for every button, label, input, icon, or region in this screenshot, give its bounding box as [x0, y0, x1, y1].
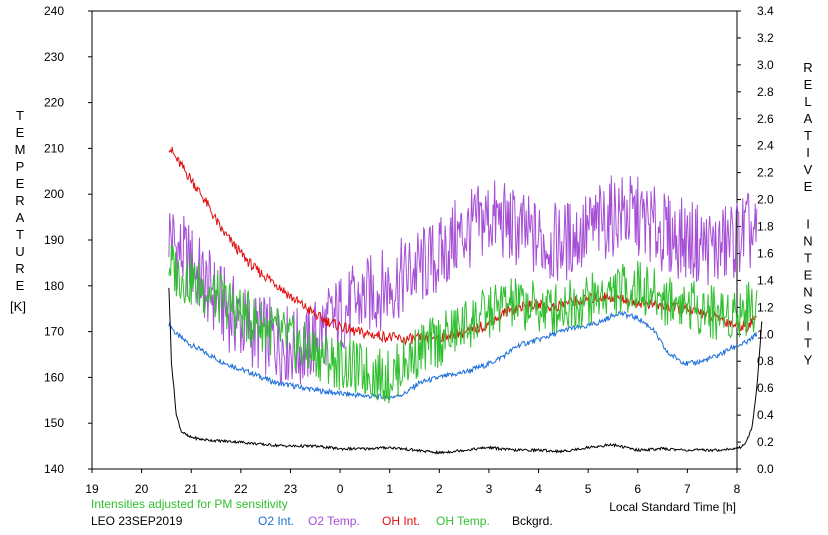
left-tick-label: 150 [44, 416, 64, 430]
left-tick-label: 170 [44, 325, 64, 339]
axis-label-letter: E [804, 267, 813, 282]
axis-label-letter: R [803, 60, 812, 75]
axis-label-letter: A [804, 111, 813, 126]
right-tick-label: 1.8 [757, 220, 774, 234]
right-tick-label: 0.2 [757, 435, 774, 449]
left-tick-label: 200 [44, 187, 64, 201]
axis-label-letter: N [803, 284, 812, 299]
legend-entry: O2 Int. [258, 514, 294, 528]
x-axis-ticks: 19 20 21 22 23 0 1 2 3 4 5 6 7 8 [85, 469, 741, 496]
axis-label-letter: A [16, 210, 25, 225]
right-tick-label: 0.8 [757, 354, 774, 368]
left-tick-label: 140 [44, 462, 64, 476]
right-tick-label: 1.2 [757, 300, 774, 314]
right-tick-label: 2.4 [757, 139, 774, 153]
x-tick-label: 22 [234, 482, 248, 496]
series-line-o2-int [168, 310, 758, 402]
x-axis-label: Local Standard Time [h] [609, 500, 736, 514]
right-tick-label: 3.4 [757, 4, 774, 18]
right-tick-label: 2.2 [757, 166, 774, 180]
right-tick-label: 2.0 [757, 193, 774, 207]
left-tick-label: 230 [44, 50, 64, 64]
left-axis-unit: [K] [10, 299, 26, 314]
axis-label-letter: T [804, 128, 812, 143]
x-tick-label: 4 [535, 482, 542, 496]
axis-label-letter: E [804, 77, 813, 92]
axis-label-letter: T [804, 250, 812, 265]
axis-label-letter: T [804, 335, 812, 350]
right-tick-label: 0.4 [757, 408, 774, 422]
x-tick-label: 6 [634, 482, 641, 496]
x-tick-label: 8 [734, 482, 741, 496]
axis-label-letter: N [803, 233, 812, 248]
right-tick-label: 0.6 [757, 381, 774, 395]
axis-label-letter: I [806, 145, 810, 160]
axis-label-letter: E [16, 176, 25, 191]
legend-entry: OH Temp. [436, 514, 490, 528]
axis-label-letter: I [806, 318, 810, 333]
left-tick-label: 210 [44, 141, 64, 155]
axis-label-letter: E [804, 179, 813, 194]
series-line-oh-int [168, 146, 757, 347]
x-tick-label: 5 [585, 482, 592, 496]
x-tick-label: 1 [386, 482, 393, 496]
right-tick-label: 3.0 [757, 58, 774, 72]
axis-label-letter: V [804, 162, 813, 177]
axis-label-letter: U [15, 244, 24, 259]
axis-label-letter: E [16, 278, 25, 293]
series-layer [168, 146, 763, 455]
right-tick-label: 2.6 [757, 112, 774, 126]
x-tick-label: 19 [85, 482, 99, 496]
x-tick-label: 0 [337, 482, 344, 496]
series-line-oh-temp [168, 243, 758, 404]
axis-label-letter: M [15, 142, 26, 157]
left-axis-ticks: 140 150 160 170 180 190 200 210 220 230 240 [44, 4, 92, 476]
left-tick-label: 240 [44, 4, 64, 18]
x-tick-label: 20 [135, 482, 149, 496]
axis-label-letter: P [16, 159, 25, 174]
axis-label-letter: S [804, 301, 813, 316]
left-tick-label: 160 [44, 370, 64, 384]
axis-label-letter: R [15, 193, 24, 208]
series-line-bckgrd [168, 287, 763, 455]
right-tick-label: 1.4 [757, 273, 774, 287]
left-tick-label: 190 [44, 233, 64, 247]
axis-label-letter: T [16, 227, 24, 242]
right-tick-label: 2.8 [757, 85, 774, 99]
axis-label-letter: E [16, 125, 25, 140]
x-tick-label: 3 [486, 482, 493, 496]
station-label: LEO 23SEP2019 [91, 514, 183, 528]
axis-label-letter: L [804, 94, 811, 109]
x-tick-label: 23 [284, 482, 298, 496]
left-tick-label: 180 [44, 279, 64, 293]
axis-label-letter: Y [804, 352, 813, 367]
right-tick-label: 0.0 [757, 462, 774, 476]
legend-entry: O2 Temp. [308, 514, 360, 528]
x-tick-label: 7 [684, 482, 691, 496]
right-tick-label: 3.2 [757, 31, 774, 45]
right-tick-label: 1.0 [757, 327, 774, 341]
right-tick-label: 1.6 [757, 246, 774, 260]
legend-entry: Bckgrd. [512, 514, 553, 528]
legend-entry: OH Int. [382, 514, 420, 528]
axis-label-letter: I [806, 216, 810, 231]
right-axis-ticks: 0.0 0.2 0.4 0.6 0.8 1.0 1.2 1.4 1.6 1.8 2.0 2.2 2.4 2… [737, 4, 774, 476]
x-tick-label: 21 [185, 482, 199, 496]
adjustment-note: Intensities adjusted for PM sensitivity [91, 497, 288, 511]
axis-label-letter: T [16, 108, 24, 123]
series-line-o2-temp [168, 175, 758, 385]
x-tick-label: 2 [436, 482, 443, 496]
legend: O2 Int. O2 Temp. OH Int. OH Temp. Bckgrd. [258, 514, 553, 528]
left-tick-label: 220 [44, 96, 64, 110]
axis-label-letter: R [15, 261, 24, 276]
